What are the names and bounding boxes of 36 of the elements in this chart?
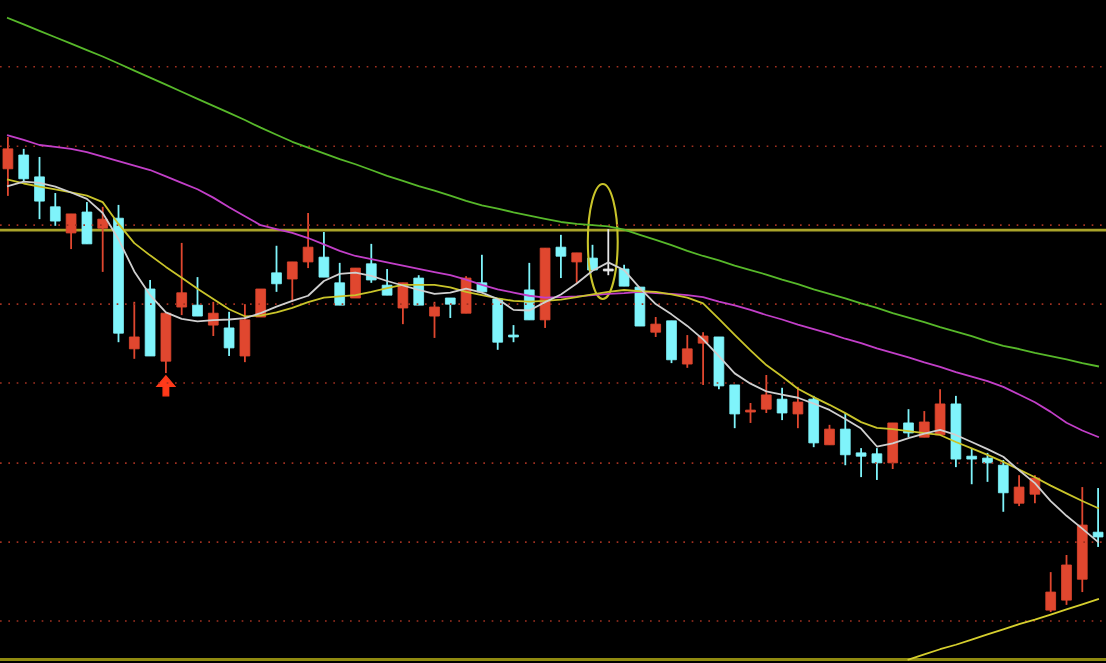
candlestick bbox=[650, 316, 662, 338]
candlestick bbox=[271, 244, 282, 293]
candlestick bbox=[681, 334, 693, 369]
candlestick bbox=[966, 447, 978, 486]
candlestick bbox=[444, 297, 456, 319]
candlestick bbox=[97, 205, 109, 273]
candlestick bbox=[760, 374, 772, 414]
candlestick bbox=[571, 251, 583, 284]
candlestick bbox=[365, 242, 377, 284]
candlestick bbox=[871, 447, 883, 481]
candlestick bbox=[745, 402, 756, 424]
candlestick bbox=[776, 386, 788, 422]
candlestick bbox=[18, 147, 30, 184]
candlestick bbox=[982, 451, 993, 483]
candlestick bbox=[207, 300, 219, 337]
candlestick bbox=[49, 192, 61, 227]
candlestick bbox=[65, 213, 77, 250]
candlestick bbox=[192, 276, 203, 317]
candlestick bbox=[1013, 474, 1025, 507]
candlestick bbox=[302, 212, 314, 269]
candlestick bbox=[855, 447, 867, 479]
candlestick bbox=[128, 300, 140, 360]
candlestick bbox=[824, 423, 835, 446]
candlestick bbox=[429, 300, 440, 339]
candlestick bbox=[223, 310, 235, 357]
candlestick bbox=[602, 228, 614, 277]
candlestick bbox=[1092, 487, 1104, 548]
candlestick bbox=[318, 231, 330, 279]
candlestick bbox=[792, 385, 804, 430]
candlestick bbox=[555, 233, 567, 279]
candlestick bbox=[2, 136, 14, 197]
candlestick bbox=[286, 261, 298, 303]
candlestick bbox=[334, 261, 346, 307]
candlestick bbox=[1045, 571, 1057, 613]
candlestick bbox=[697, 331, 709, 386]
candlestick bbox=[176, 242, 188, 317]
